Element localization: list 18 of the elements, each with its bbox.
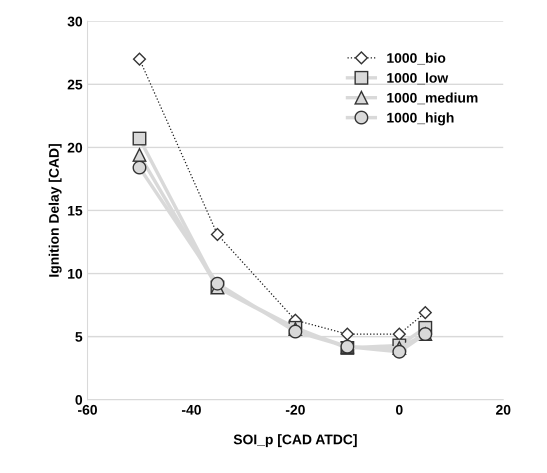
x-tick-label: 20 [496, 404, 510, 415]
legend-label: 1000_low [387, 72, 448, 84]
y-tick-label: 5 [75, 332, 82, 342]
x-tick-label: -60 [78, 404, 97, 415]
y-tick-label: 15 [68, 206, 82, 216]
legend-label: 1000_medium [387, 92, 478, 104]
y-tick-label: 30 [68, 16, 82, 26]
x-tick-label: -20 [286, 404, 305, 415]
y-tick-label: 10 [68, 268, 82, 279]
x-axis-title: SOI_p [CAD ATDC] [234, 434, 357, 448]
legend-label: 1000_bio [387, 52, 446, 64]
x-tick-label: -40 [182, 404, 201, 415]
y-axis-title: Ignition Delay [CAD] [48, 144, 62, 277]
y-tick-label: 20 [68, 142, 82, 153]
x-tick-label: 0 [396, 404, 403, 415]
y-tick-label: 0 [75, 395, 82, 405]
legend-label: 1000_high [387, 112, 454, 126]
y-tick-label: 25 [68, 80, 82, 90]
